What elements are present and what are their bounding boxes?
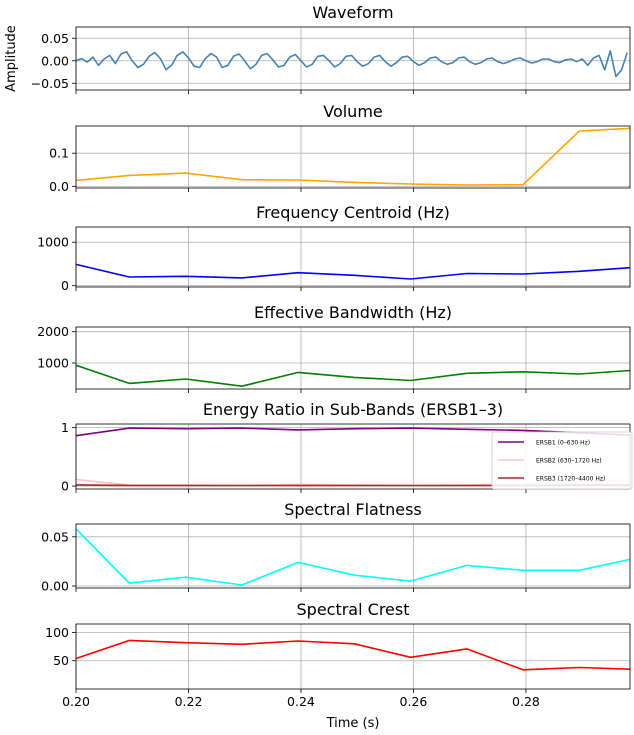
legend-entry-2: ERSB2 (630–1720 Hz)	[536, 458, 602, 465]
y-tick-label: 1000	[37, 356, 69, 371]
x-tick-label: 0.24	[287, 694, 315, 709]
panel-3: 0 1000 Frequency Centroid (Hz)	[37, 203, 631, 293]
legend-entry-1: ERSB1 (0–630 Hz)	[536, 440, 590, 447]
panel-title: Frequency Centroid (Hz)	[256, 203, 450, 222]
y-tick-label: 1000	[37, 235, 69, 250]
panel-title: Spectral Crest	[297, 600, 410, 619]
y-tick-label: 0	[61, 278, 69, 293]
y-tick-label: 0.00	[41, 53, 69, 68]
x-tick-label: 0.26	[400, 694, 428, 709]
panel-7: 50 100 0.20 0.22 0.24 0.26 0.28 Spectral Crest T…	[45, 600, 631, 731]
panel-1: −0.05 0.00 0.05 Waveform Amplitude	[4, 3, 631, 94]
series-line-1	[75, 263, 631, 280]
legend: ERSB1 (0–630 Hz) ERSB2 (630–1720 Hz) ERSB3…	[491, 431, 633, 490]
y-tick-label: 0	[61, 479, 69, 494]
y-tick-label: 0.00	[41, 579, 69, 594]
y-tick-label: 0.05	[41, 31, 69, 46]
panel-title: Waveform	[312, 3, 393, 22]
series-line-1	[75, 127, 631, 186]
panel-title: Spectral Flatness	[284, 500, 422, 519]
axes-frame	[75, 26, 631, 91]
panel-4: 1000 2000 Effective Bandwidth (Hz)	[37, 303, 631, 393]
x-tick-label: 0.28	[512, 694, 540, 709]
y-tick-label: 100	[45, 625, 69, 640]
y-tick-label: 0.1	[49, 146, 69, 161]
x-tick-label: 0.22	[175, 694, 203, 709]
panel-title: Effective Bandwidth (Hz)	[254, 303, 452, 322]
y-tick-label: 50	[53, 653, 69, 668]
panel-title: Volume	[323, 102, 383, 121]
x-axis-label: Time (s)	[326, 716, 380, 731]
axes-frame	[75, 326, 631, 390]
y-tick-label: 0.0	[49, 179, 69, 194]
series-line-1	[75, 364, 631, 388]
y-tick-label: 1	[61, 420, 69, 435]
panel-title: Energy Ratio in Sub-Bands (ERSB1–3)	[203, 400, 503, 419]
panel-6: 0.00 0.05 Spectral Flatness	[41, 500, 631, 594]
x-tick-label: 0.20	[62, 694, 90, 709]
y-tick-label: −0.05	[31, 76, 69, 91]
series-line-1	[75, 50, 628, 78]
panel-2: 0.0 0.1 Volume	[49, 102, 631, 194]
legend-box	[491, 431, 633, 490]
axes-frame	[75, 125, 631, 189]
series-line-1	[75, 427, 631, 437]
y-axis-label: Amplitude	[4, 25, 19, 92]
axes-frame	[75, 226, 631, 288]
y-tick-label: 0.05	[41, 529, 69, 544]
legend-entry-3: ERSB3 (1720–4400 Hz)	[536, 476, 605, 483]
series-line-1	[75, 639, 631, 671]
y-tick-label: 2000	[37, 324, 69, 339]
panel-5: 0 1 Energy Ratio in Sub-Bands (ERSB1–3) ERS…	[61, 400, 633, 494]
axes-frame	[75, 523, 631, 589]
axes-frame	[75, 623, 631, 690]
series-line-1	[75, 528, 631, 586]
